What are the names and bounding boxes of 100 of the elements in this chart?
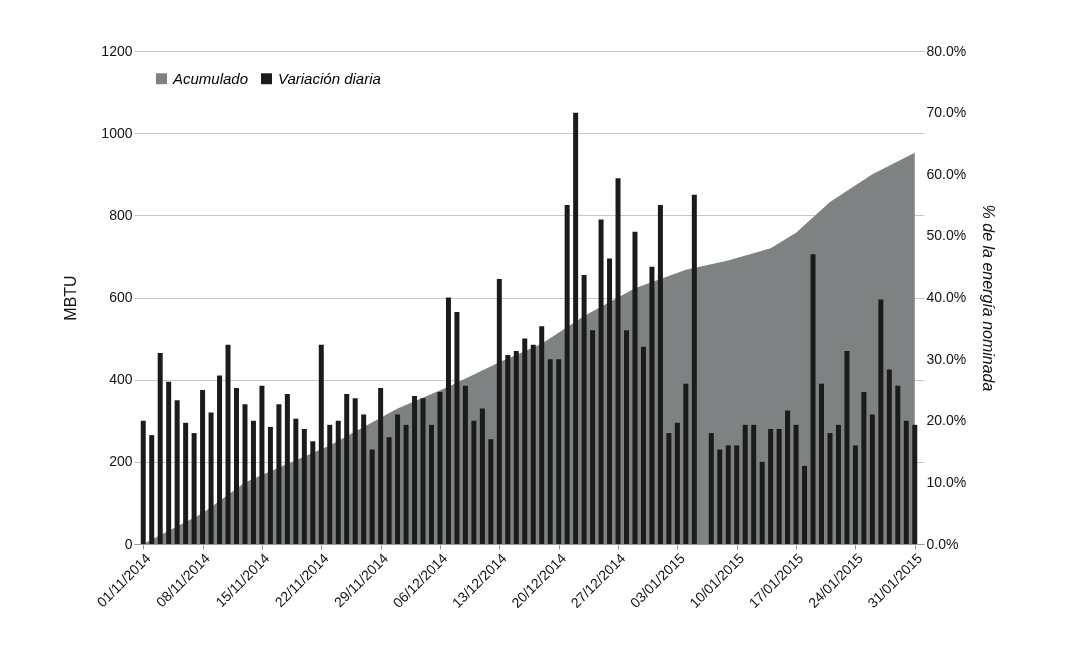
bar (776, 428, 782, 544)
bar (810, 254, 816, 544)
legend-label: Variación diaria (278, 69, 381, 87)
bar (708, 433, 714, 544)
bar (674, 422, 680, 544)
bar (819, 383, 824, 544)
bar (666, 433, 672, 544)
bar (284, 394, 290, 544)
bar (717, 449, 723, 544)
bar (835, 424, 841, 544)
bar (615, 178, 621, 544)
bar (412, 396, 418, 544)
bar (590, 330, 596, 544)
bar (403, 424, 409, 544)
bar (140, 420, 146, 544)
bar (624, 330, 629, 544)
bar (912, 424, 918, 544)
bar (530, 344, 536, 544)
bar (751, 424, 757, 544)
bar (496, 279, 502, 544)
y-tick-label: 800 (109, 206, 133, 223)
bar (785, 410, 791, 544)
y2-tick-label: 70.0% (926, 104, 967, 121)
bar (471, 420, 477, 544)
bar (217, 375, 223, 544)
bar (267, 426, 273, 544)
bar (166, 381, 172, 544)
bar (556, 359, 562, 544)
bar (335, 420, 341, 544)
bar (174, 400, 180, 544)
bar (157, 352, 163, 544)
bar (903, 420, 909, 544)
bar (361, 414, 367, 544)
bar (454, 311, 460, 544)
y2-tick-label: 50.0% (926, 227, 967, 244)
bar (276, 404, 282, 544)
bar (250, 420, 256, 544)
legend-label: Acumulado (172, 69, 249, 87)
bar (632, 231, 638, 544)
bar (539, 326, 545, 544)
bar (445, 297, 451, 544)
bar (691, 194, 697, 544)
bar (649, 266, 655, 544)
bar (352, 398, 358, 544)
bar (395, 414, 401, 544)
bar (183, 422, 189, 544)
bar (742, 424, 748, 544)
bar (420, 398, 426, 544)
bar (301, 428, 307, 544)
bar (573, 112, 579, 544)
bar (479, 408, 485, 544)
bar (734, 445, 740, 544)
bar (208, 412, 214, 544)
y-tick-label: 200 (109, 453, 133, 470)
bar (522, 338, 528, 544)
bar (327, 424, 333, 544)
bar (149, 435, 155, 544)
y-tick-label: 1000 (101, 124, 133, 141)
bar (429, 424, 434, 544)
y-tick-label: 400 (109, 371, 133, 388)
bar (293, 418, 299, 544)
bar (378, 387, 384, 544)
y2-tick-label: 80.0% (926, 42, 967, 59)
bar (759, 461, 765, 544)
bar (869, 414, 875, 544)
bar (318, 344, 324, 544)
bar (234, 387, 239, 544)
bar (547, 359, 553, 544)
bar (861, 391, 867, 544)
bar (200, 389, 206, 544)
bar (564, 205, 570, 544)
bar (259, 385, 265, 544)
bar (437, 391, 443, 544)
y-tick-label: 1200 (101, 42, 133, 59)
bar (505, 355, 511, 544)
bar (768, 428, 774, 544)
bar (683, 383, 689, 544)
bar (386, 437, 392, 544)
bar (462, 385, 468, 544)
y-tick-label: 0 (124, 535, 133, 552)
bar (640, 346, 646, 544)
bar (802, 465, 808, 544)
y2-tick-label: 40.0% (926, 289, 967, 305)
bar (581, 274, 587, 544)
bar (886, 369, 892, 544)
bar (827, 433, 833, 544)
bar (344, 394, 350, 544)
bar (657, 205, 663, 544)
bar (191, 433, 197, 544)
y2-tick-label: 30.0% (926, 350, 967, 367)
y2-tick-label: 20.0% (926, 412, 967, 429)
bar (369, 449, 375, 544)
y-axis-title: MBTU (62, 275, 80, 321)
bar (878, 299, 884, 544)
bar (310, 441, 316, 544)
bar (242, 404, 248, 544)
y2-tick-label: 60.0% (926, 165, 967, 182)
bar (598, 219, 604, 544)
bar (725, 445, 731, 544)
y2-tick-label: 0.0% (926, 535, 959, 552)
